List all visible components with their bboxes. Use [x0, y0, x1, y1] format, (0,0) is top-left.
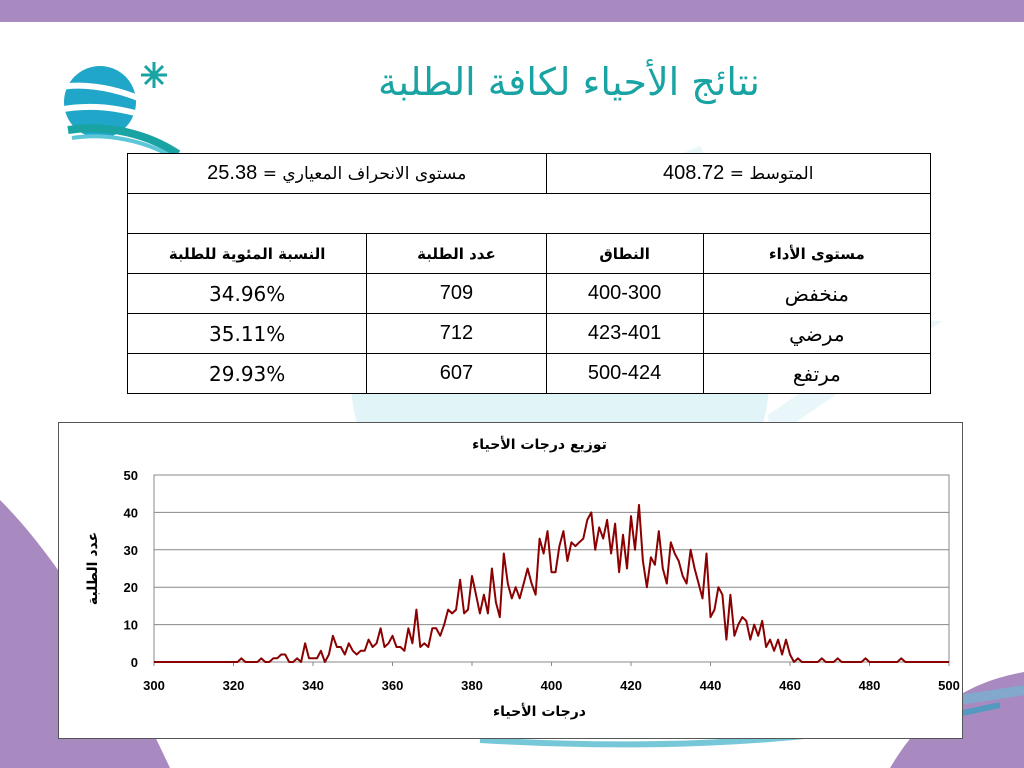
- std-label: مستوى الانحراف المعياري =: [262, 164, 467, 184]
- x-tick-label: 500: [938, 678, 960, 693]
- x-axis-label: درجات الأحياء: [493, 703, 586, 720]
- count-cell: 607: [366, 353, 547, 394]
- y-tick-label: 20: [124, 580, 138, 595]
- level-cell: مرضي: [702, 313, 932, 354]
- y-tick-label: 50: [124, 468, 138, 483]
- header-level: مستوى الأداء: [702, 233, 932, 274]
- std-value: 25.38: [207, 162, 258, 184]
- mean-label: المتوسط =: [729, 164, 814, 184]
- y-tick-label: 0: [131, 655, 138, 670]
- range-cell: 400-300: [545, 273, 704, 314]
- y-axis-label: عدد الطلبة: [85, 532, 101, 605]
- range-cell: 423-401: [545, 313, 704, 354]
- percent-cell: 35.11%: [126, 313, 368, 354]
- logo-icon: [55, 62, 181, 158]
- x-tick-label: 420: [620, 678, 642, 693]
- x-tick-label: 440: [700, 678, 722, 693]
- table-row: 35.11% 712 423-401 مرضي: [126, 313, 932, 354]
- percent-cell: 29.93%: [126, 353, 368, 394]
- level-cell: مرتفع: [702, 353, 932, 394]
- y-tick-label: 10: [124, 618, 138, 633]
- header-percent: النسبة المئوية للطلبة: [126, 233, 368, 274]
- table-row: 34.96% 709 400-300 منخفض: [126, 273, 932, 314]
- count-cell: 709: [366, 273, 547, 314]
- stats-table: مستوى الانحراف المعياري = 25.38 المتوسط …: [126, 153, 932, 394]
- range-cell: 500-424: [545, 353, 704, 394]
- x-tick-label: 340: [302, 678, 324, 693]
- series-line: [154, 503, 949, 663]
- x-tick-label: 300: [143, 678, 165, 693]
- mean-value: 408.72: [663, 162, 725, 184]
- y-tick-label: 40: [124, 505, 138, 520]
- x-tick-label: 320: [223, 678, 245, 693]
- x-tick-label: 480: [859, 678, 881, 693]
- header-count: عدد الطلبة: [366, 233, 547, 274]
- chart-title: توزيع درجات الأحياء: [472, 436, 607, 453]
- count-cell: 712: [366, 313, 547, 354]
- table-row: 29.93% 607 500-424 مرتفع: [126, 353, 932, 394]
- top-band: [0, 0, 1024, 22]
- mean-cell: المتوسط = 408.72: [545, 153, 932, 194]
- chart-container: 0 10 20 30 40 50 300 320 340 360 380 400 420 440 460 48…: [58, 422, 963, 739]
- x-tick-label: 380: [461, 678, 483, 693]
- x-tick-label: 400: [541, 678, 563, 693]
- level-cell: منخفض: [702, 273, 932, 314]
- empty-row: [127, 193, 931, 234]
- x-tick-label: 460: [779, 678, 801, 693]
- y-tick-label: 30: [124, 543, 138, 558]
- summary-row: مستوى الانحراف المعياري = 25.38 المتوسط …: [127, 153, 932, 194]
- x-tick-label: 360: [382, 678, 404, 693]
- slide-title: نتائج الأحياء لكافة الطلبة: [377, 60, 760, 104]
- percent-cell: 34.96%: [126, 273, 368, 314]
- table-header-row: النسبة المئوية للطلبة عدد الطلبة النطاق …: [126, 233, 932, 274]
- distribution-chart: 0 10 20 30 40 50 300 320 340 360 380 400 420 440 460 48…: [85, 436, 960, 720]
- std-cell: مستوى الانحراف المعياري = 25.38: [127, 153, 547, 194]
- header-range: النطاق: [545, 233, 704, 274]
